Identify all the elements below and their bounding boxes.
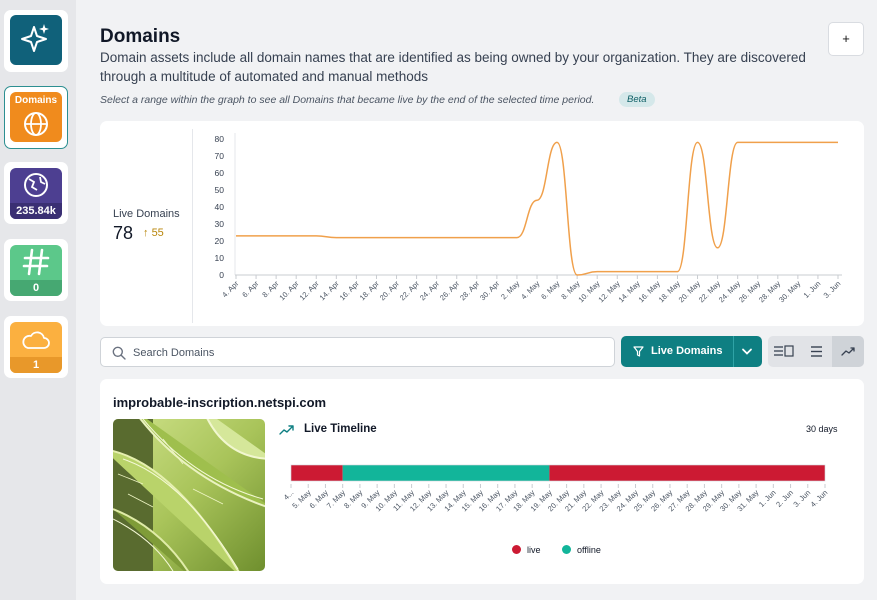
x-tick-label: 1. Jun [802, 279, 823, 300]
x-tick-label: 6. May [539, 279, 561, 301]
timeline-tick-label: 4. Jun [809, 488, 830, 509]
legend-item-offline: offline [562, 545, 601, 555]
timeline-frame [290, 464, 826, 482]
view-toggle-group [768, 336, 864, 367]
live-domains-chart-card: Live Domains 78 ↑ 55 0 10 20 30 40 50 60 70 80 4.… [100, 121, 864, 326]
x-tick-label: 16. Apr [338, 279, 362, 303]
sidebar-item-count: 235.84k [10, 203, 62, 219]
timeline-view-button[interactable] [832, 336, 864, 367]
x-tick-label: 4. Apr [220, 279, 241, 300]
filter-separator [733, 336, 734, 367]
sidebar-item-domains[interactable]: Domains [4, 86, 68, 149]
x-tick-label: 26. Apr [438, 279, 462, 303]
search-box [100, 337, 615, 367]
x-tick-label: 2. May [499, 279, 521, 301]
x-tick-label: 10. Apr [277, 279, 301, 303]
domain-card[interactable]: improbable-inscription.netspi.com Live T… [100, 379, 864, 584]
y-tick-label: 0 [219, 270, 224, 280]
list-view-icon [811, 346, 822, 357]
x-tick-label: 24. Apr [418, 279, 442, 303]
x-tick-label: 4. May [519, 279, 541, 301]
legend-dot [562, 545, 571, 554]
stat-divider [192, 129, 193, 323]
x-tick-label: 6. Apr [240, 279, 261, 300]
y-tick-label: 20 [215, 236, 225, 246]
graph-hint: Select a range within the graph to see a… [100, 94, 595, 106]
x-tick-label: 18. Apr [358, 279, 382, 303]
chevron-down-icon[interactable] [741, 348, 753, 356]
y-tick-label: 50 [215, 185, 225, 195]
filter-icon [633, 346, 644, 357]
beta-badge: Beta [619, 92, 655, 107]
network-globe-icon [24, 173, 48, 197]
x-tick-label: 14. Apr [318, 279, 342, 303]
y-tick-label: 70 [215, 151, 225, 161]
domain-name[interactable]: improbable-inscription.netspi.com [113, 395, 327, 410]
y-tick-label: 10 [215, 253, 225, 263]
legend-dot [512, 545, 521, 554]
legend-item-live: live [512, 545, 541, 555]
timeline-tick-label: 1. Jun [757, 488, 778, 509]
filter-main[interactable]: Live Domains [621, 336, 733, 367]
legend-label: offline [577, 545, 601, 555]
x-tick-label: 22. Apr [398, 279, 422, 303]
x-tick-label: 20. Apr [378, 279, 402, 303]
live-domains-filter-button[interactable]: Live Domains [621, 336, 762, 367]
card-view-icon [774, 345, 794, 357]
legend-label: live [527, 545, 541, 555]
domain-screenshot [113, 419, 265, 571]
x-tick-label: 12. Apr [298, 279, 322, 303]
x-tick-label: 3. Jun [822, 279, 843, 300]
cloud-icon [22, 331, 50, 349]
timeline-segment-offline [342, 465, 550, 481]
x-tick-label: 30. Apr [478, 279, 502, 303]
sparkles-icon [21, 24, 49, 52]
globe-icon [24, 112, 48, 136]
search-input[interactable] [133, 343, 603, 362]
sidebar-item-count: 0 [10, 280, 62, 296]
sidebar-item-ip-addresses[interactable]: 235.84k [4, 162, 68, 224]
stat-label: Live Domains [113, 208, 180, 220]
sidebar-item-ai-assistant[interactable] [4, 10, 68, 72]
trending-up-icon [279, 425, 294, 435]
timeline-segment-live [549, 465, 825, 481]
trending-up-icon [841, 347, 855, 356]
search-icon [112, 346, 126, 360]
add-button[interactable]: + [828, 22, 864, 56]
y-tick-label: 80 [215, 134, 225, 144]
card-view-button[interactable] [768, 336, 800, 367]
sidebar: Domains 235.84k 0 [0, 0, 76, 600]
stat-change-value: 55 [151, 227, 164, 239]
page-description: Domain assets include all domain names t… [100, 50, 806, 84]
y-tick-label: 40 [215, 202, 225, 212]
x-tick-label: 28. Apr [458, 279, 482, 303]
series-line-live-domains[interactable] [235, 141, 838, 276]
hash-icon [22, 248, 50, 276]
sidebar-item-label: Domains [14, 95, 58, 106]
x-tick-label: 30. May [777, 279, 802, 304]
timeline-title: Live Timeline [304, 423, 377, 435]
arrow-up-icon: ↑ [143, 227, 149, 239]
y-tick-label: 30 [215, 219, 225, 229]
timeline-tick-label: 2. Jun [774, 488, 795, 509]
sidebar-item-hashes[interactable]: 0 [4, 239, 68, 301]
sidebar-item-cloud[interactable]: 1 [4, 316, 68, 378]
y-tick-label: 60 [215, 168, 225, 178]
timeline-tick-label: 3. Jun [791, 488, 812, 509]
list-view-button[interactable] [800, 336, 832, 367]
page-title: Domains [100, 26, 181, 47]
stat-change: ↑ 55 [143, 227, 164, 239]
timeline-range: 30 days [806, 424, 838, 434]
sidebar-item-count: 1 [10, 357, 62, 373]
stat-value: 78 [113, 223, 134, 243]
timeline-segment-live [291, 465, 343, 481]
filter-label: Live Domains [651, 345, 723, 357]
